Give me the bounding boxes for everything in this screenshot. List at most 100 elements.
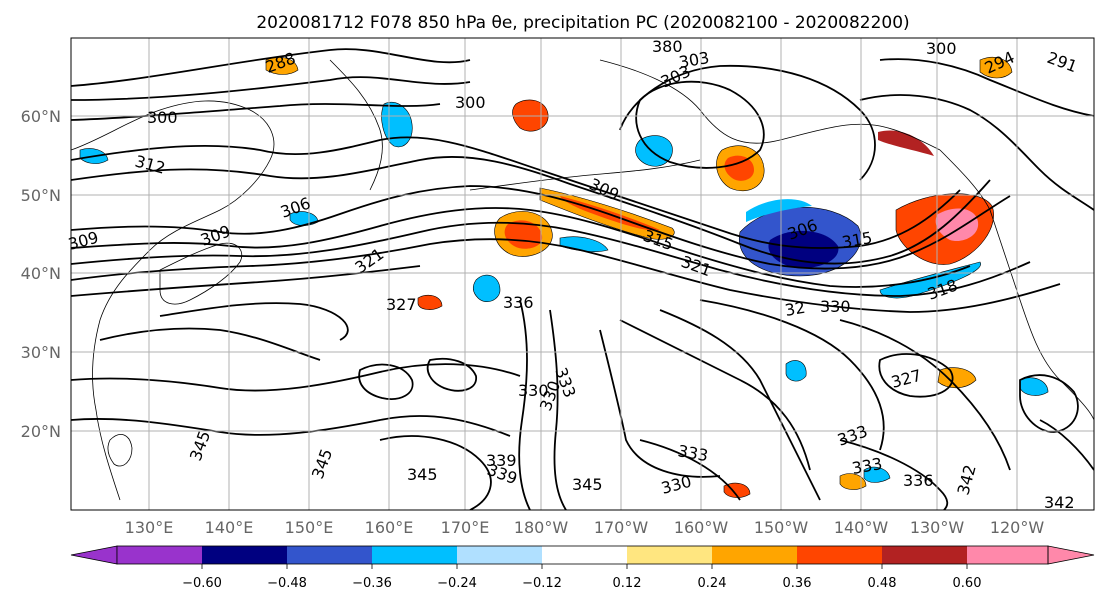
lon-label-140w: 140°W [834, 518, 889, 537]
contour-line [71, 415, 511, 437]
contour-label: 380 [652, 37, 683, 56]
contour-line [71, 103, 441, 121]
coastline-aleutians [469, 159, 701, 191]
colorbar-extend-min [70, 545, 118, 565]
contour-line [71, 136, 961, 249]
contour-line [71, 238, 1061, 313]
shade-negative-gulf-low-edge [746, 199, 812, 222]
theta-e-contours [71, 48, 1094, 510]
map-panel: 288 300 300 312 306 309 309 309 306 315 … [66, 37, 1095, 512]
colorbar-extend-max [1047, 545, 1095, 565]
shade-positive-jet-band-core [560, 196, 660, 231]
lon-label-120w: 120°W [990, 518, 1045, 537]
coastline-kamchatka [329, 59, 383, 191]
contour-label: 300 [926, 39, 957, 58]
contour-line [71, 207, 971, 288]
contour-label: 339 [486, 451, 517, 470]
contour-line [635, 80, 765, 169]
colorbar-segment [202, 546, 287, 564]
colorbar-tick-marks [201, 564, 968, 569]
contour-line [639, 439, 741, 501]
shade-positive-east-pacific [937, 367, 977, 389]
colorbar-segment [967, 546, 1048, 564]
colorbar-tick-label: 0.24 [698, 576, 727, 591]
colorbar-segment [542, 546, 627, 564]
colorbar-tick-label: 0.60 [953, 576, 982, 591]
coastline-philippines [107, 434, 133, 467]
contour-line [71, 221, 1031, 297]
contour-line [1019, 374, 1079, 433]
contour-line [71, 185, 1011, 270]
contour-label: 336 [503, 293, 534, 312]
longitude-labels: 130°E 140°E 150°E 160°E 170°E 180°W 170°… [125, 518, 1045, 537]
colorbar-segment [797, 546, 882, 564]
lon-label-180w: 180°W [514, 518, 569, 537]
lat-label-20n: 20°N [21, 422, 61, 441]
colorbar: −0.60 −0.48 −0.36 −0.24 −0.12 0.12 0.24 … [70, 545, 1095, 591]
contour-label: 300 [147, 108, 178, 127]
contour-label: 345 [572, 475, 603, 494]
lat-label-60n: 60°N [21, 107, 61, 126]
colorbar-segment [882, 546, 967, 564]
coastlines [71, 59, 1094, 501]
shade-negative-mid-pacific [472, 274, 501, 302]
contour-label: 330 [518, 381, 549, 400]
contour-line [358, 363, 414, 400]
contour-line [879, 58, 1094, 117]
coastline-japan [159, 242, 243, 305]
contour-label: 342 [1044, 493, 1075, 512]
colorbar-tick-label: 0.12 [613, 576, 642, 591]
colorbar-tick-label: −0.12 [522, 576, 562, 591]
shade-positive-south-2 [839, 473, 867, 490]
contour-line [99, 327, 321, 361]
contour-line [159, 302, 349, 341]
colorbar-tick-label: −0.24 [437, 576, 477, 591]
shade-positive-ne-corner [979, 57, 1013, 79]
colorbar-segment [457, 546, 542, 564]
shade-positive-northeast-pacific-ring [878, 130, 934, 156]
colorbar-segment [117, 546, 202, 564]
colorbar-tick-label: −0.48 [267, 576, 307, 591]
lon-label-170w: 170°W [594, 518, 649, 537]
contour-line [71, 265, 421, 297]
lat-label-40n: 40°N [21, 264, 61, 283]
contour-label: 32 [783, 298, 806, 320]
contour-line [518, 299, 531, 510]
contour-line [839, 319, 1011, 471]
contour-line [859, 94, 1094, 211]
shade-positive-northeast-pacific-core [935, 208, 979, 242]
colorbar-segment [627, 546, 712, 564]
colorbar-frame [116, 545, 1049, 565]
colorbar-segment [287, 546, 372, 564]
figure-title: 2020081712 F078 850 hPa θe, precipitatio… [256, 13, 909, 33]
contour-label: 336 [903, 471, 934, 490]
lon-label-150w: 150°W [754, 518, 809, 537]
lon-label-160w: 160°W [674, 518, 729, 537]
lat-label-30n: 30°N [21, 343, 61, 362]
contour-label: 300 [455, 93, 486, 112]
colorbar-segment [372, 546, 457, 564]
lon-label-170e: 170°E [441, 518, 490, 537]
lon-label-150e: 150°E [285, 518, 334, 537]
shade-negative-south [863, 466, 891, 483]
contour-label: 345 [407, 465, 438, 484]
lat-label-50n: 50°N [21, 186, 61, 205]
gridlines [71, 38, 1094, 510]
contour-line [71, 76, 471, 101]
contour-line [71, 48, 471, 87]
latitude-labels: 60°N 50°N 40°N 30°N 20°N [21, 107, 61, 441]
contour-label: 327 [386, 295, 417, 314]
colorbar-tick-label: 0.48 [868, 576, 897, 591]
contour-line [659, 309, 821, 501]
lon-label-130w: 130°W [910, 518, 965, 537]
lon-label-130e: 130°E [125, 518, 174, 537]
colorbar-segment [712, 546, 797, 564]
colorbar-tick-label: −0.60 [182, 576, 222, 591]
contour-line [1039, 419, 1094, 471]
lon-label-160e: 160°E [365, 518, 414, 537]
contour-line [619, 64, 876, 181]
map-frame [70, 37, 1095, 511]
lon-label-140e: 140°E [205, 518, 254, 537]
shade-negative-east [1019, 377, 1049, 396]
shade-positive-west [417, 294, 443, 310]
